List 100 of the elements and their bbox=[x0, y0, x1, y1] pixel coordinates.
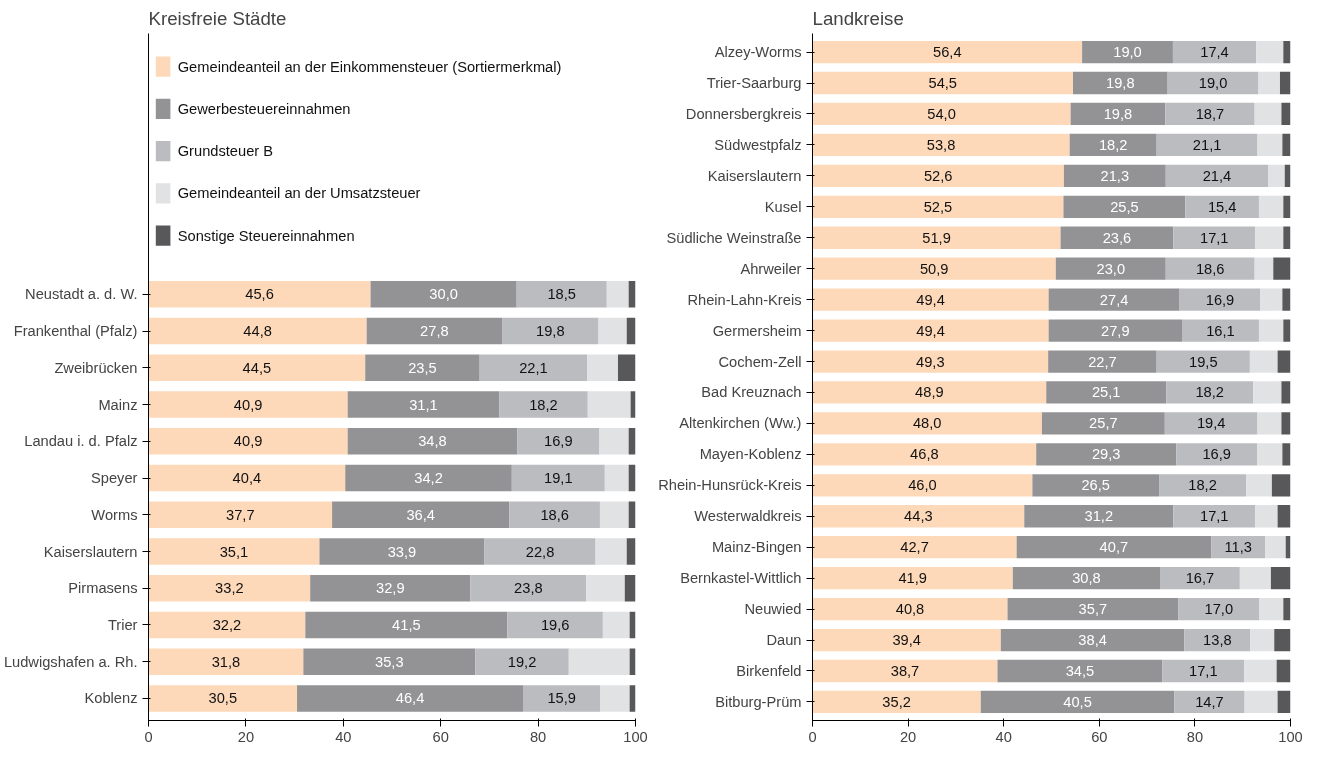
x-tick-label: 0 bbox=[144, 728, 153, 745]
bar bbox=[1281, 381, 1291, 404]
data-label: 22,1 bbox=[519, 359, 548, 376]
y-tick-label: Bitburg-Prüm bbox=[715, 693, 802, 710]
x-tick-label: 80 bbox=[1186, 728, 1204, 745]
bar bbox=[1172, 40, 1257, 64]
data-label: 23,5 bbox=[408, 359, 437, 376]
data-label: 16,1 bbox=[1206, 322, 1235, 339]
bar bbox=[1273, 257, 1291, 280]
bar bbox=[617, 354, 636, 382]
data-label: 27,8 bbox=[420, 323, 449, 340]
bar bbox=[1277, 505, 1291, 528]
y-tick-label: Mayen-Koblenz bbox=[699, 446, 802, 463]
bar bbox=[997, 659, 1163, 683]
bar bbox=[1024, 505, 1174, 528]
bar bbox=[1258, 71, 1280, 95]
data-label: 40,8 bbox=[895, 601, 925, 618]
bar bbox=[812, 474, 1033, 497]
y-tick-label: Altenkirchen (Ww.) bbox=[679, 415, 802, 432]
bar bbox=[1073, 71, 1168, 95]
bar bbox=[345, 464, 512, 492]
bar bbox=[1160, 567, 1240, 590]
data-label: 54,0 bbox=[927, 105, 956, 122]
data-label: 19,1 bbox=[544, 470, 573, 487]
bar bbox=[1281, 412, 1291, 435]
data-label: 25,5 bbox=[1110, 198, 1139, 215]
bar bbox=[812, 195, 1064, 218]
y-tick-label: Westerwaldkreis bbox=[694, 508, 802, 525]
data-label: 41,5 bbox=[392, 616, 421, 633]
data-label: 46,8 bbox=[910, 446, 939, 463]
data-label: 25,1 bbox=[1091, 384, 1121, 401]
y-tick-label: Worms bbox=[91, 506, 138, 523]
data-label: 49,3 bbox=[916, 353, 945, 370]
bar bbox=[587, 391, 631, 418]
bar bbox=[812, 628, 1001, 652]
data-label: 52,6 bbox=[923, 167, 953, 184]
bar bbox=[305, 611, 508, 639]
data-label: 30,8 bbox=[1072, 570, 1101, 587]
data-label: 54,5 bbox=[928, 75, 958, 92]
data-label: 16,7 bbox=[1185, 570, 1215, 587]
x-tick-label: 80 bbox=[529, 728, 547, 745]
data-label: 13,8 bbox=[1203, 632, 1232, 649]
bar bbox=[1254, 102, 1282, 126]
bar bbox=[148, 428, 348, 455]
bar bbox=[606, 281, 629, 308]
data-label: 18,2 bbox=[529, 396, 558, 413]
data-label: 17,1 bbox=[1200, 508, 1229, 525]
bar bbox=[148, 281, 371, 308]
data-label: 34,5 bbox=[1065, 662, 1095, 679]
data-label: 50,9 bbox=[919, 260, 949, 277]
data-label: 31,1 bbox=[409, 396, 438, 413]
x-tick-label: 60 bbox=[1091, 728, 1108, 745]
bar bbox=[812, 690, 981, 714]
data-label: 29,3 bbox=[1091, 446, 1121, 463]
bar bbox=[1167, 71, 1259, 95]
bar bbox=[1257, 412, 1282, 435]
data-label: 31,2 bbox=[1084, 508, 1114, 525]
bar bbox=[1178, 597, 1260, 621]
bar bbox=[319, 538, 485, 565]
data-label: 25,7 bbox=[1089, 415, 1118, 432]
data-label: 44,3 bbox=[904, 508, 933, 525]
y-tick-label: Donnersbergkreis bbox=[685, 105, 802, 122]
data-label: 27,4 bbox=[1099, 291, 1129, 308]
data-label: 49,4 bbox=[916, 322, 945, 339]
legend-label: Gewerbesteuereinnahmen bbox=[177, 100, 351, 117]
legend-label: Sonstige Steuereinnahmen bbox=[177, 227, 355, 244]
bar bbox=[297, 685, 523, 712]
y-tick-label: Neuwied bbox=[744, 601, 802, 618]
bar bbox=[599, 501, 629, 528]
y-tick-label: Koblenz bbox=[84, 690, 138, 707]
y-tick-label: Birkenfeld bbox=[736, 662, 802, 679]
y-tick-label: Rhein-Hunsrück-Kreis bbox=[658, 477, 802, 494]
data-label: 17,1 bbox=[1189, 662, 1218, 679]
data-label: 34,8 bbox=[418, 433, 447, 450]
bar bbox=[475, 648, 569, 675]
bar bbox=[1069, 133, 1157, 157]
data-label: 34,2 bbox=[414, 470, 443, 487]
bar bbox=[148, 611, 306, 639]
bar bbox=[499, 391, 588, 418]
bar bbox=[1179, 288, 1261, 311]
data-label: 46,0 bbox=[908, 477, 937, 494]
data-label: 18,6 bbox=[1195, 260, 1225, 277]
bar bbox=[1082, 40, 1173, 64]
data-label: 19,8 bbox=[1106, 75, 1135, 92]
x-tick-label: 40 bbox=[335, 728, 352, 745]
bar bbox=[370, 281, 517, 308]
data-label: 39,4 bbox=[892, 632, 921, 649]
bar bbox=[595, 538, 627, 565]
bar bbox=[1007, 597, 1179, 621]
chart-title: Kreisfreie Städte bbox=[148, 7, 287, 29]
bar bbox=[1000, 628, 1185, 652]
bar bbox=[365, 354, 480, 382]
bar bbox=[1185, 195, 1259, 218]
bar bbox=[587, 354, 618, 382]
bar bbox=[1283, 597, 1291, 621]
bar bbox=[812, 319, 1049, 342]
data-label: 11,3 bbox=[1224, 539, 1252, 556]
data-label: 36,4 bbox=[406, 506, 435, 523]
bar bbox=[1032, 474, 1160, 497]
bar bbox=[599, 428, 629, 455]
